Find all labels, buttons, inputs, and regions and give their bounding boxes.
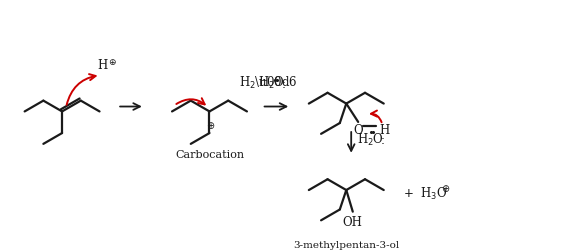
Text: H$_2$O: H$_2$O [357,132,384,148]
Text: H$_2$O: H$_2$O [258,74,285,90]
Text: 3-methylpentan-3-ol: 3-methylpentan-3-ol [293,240,399,248]
Text: $\oplus$: $\oplus$ [441,182,450,193]
Text: H$_2$\u00d6: H$_2$\u00d6 [239,74,298,90]
Text: H: H [97,59,108,72]
Text: :: : [281,78,285,90]
Text: $\oplus$: $\oplus$ [108,57,117,67]
Text: O: O [353,123,363,136]
Text: $\oplus$: $\oplus$ [206,120,215,131]
Text: OH: OH [343,215,363,228]
Text: H: H [380,123,390,136]
Text: $+$  H$_3$O: $+$ H$_3$O [403,185,448,201]
Text: Carbocation: Carbocation [175,149,244,159]
Text: :: : [381,133,385,146]
